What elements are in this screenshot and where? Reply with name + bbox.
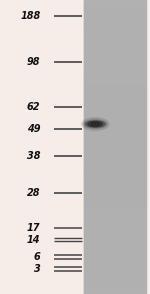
Bar bbox=[84, 270, 146, 274]
Bar bbox=[84, 289, 146, 294]
Bar bbox=[84, 29, 146, 34]
Ellipse shape bbox=[85, 121, 105, 127]
Bar bbox=[84, 98, 146, 103]
Text: 17: 17 bbox=[27, 223, 40, 233]
Bar bbox=[84, 181, 146, 186]
Bar bbox=[84, 93, 146, 98]
Bar bbox=[84, 171, 146, 176]
Bar bbox=[84, 132, 146, 137]
Bar bbox=[84, 69, 146, 74]
Bar bbox=[84, 186, 146, 191]
Bar bbox=[84, 15, 146, 20]
Bar bbox=[84, 245, 146, 250]
Bar bbox=[84, 152, 146, 157]
Bar bbox=[84, 265, 146, 270]
Bar bbox=[84, 118, 146, 123]
Bar bbox=[84, 250, 146, 255]
Bar bbox=[84, 123, 146, 127]
Bar bbox=[84, 59, 146, 64]
Ellipse shape bbox=[84, 120, 107, 128]
Ellipse shape bbox=[82, 118, 109, 131]
Bar bbox=[84, 113, 146, 118]
Bar bbox=[84, 225, 146, 230]
Text: 3: 3 bbox=[34, 264, 40, 274]
Bar bbox=[84, 274, 146, 279]
Bar bbox=[84, 279, 146, 284]
Bar bbox=[84, 88, 146, 93]
Bar bbox=[84, 191, 146, 196]
Bar bbox=[84, 83, 146, 88]
Bar bbox=[84, 255, 146, 260]
Bar bbox=[84, 5, 146, 10]
Bar bbox=[84, 211, 146, 216]
Bar bbox=[84, 240, 146, 245]
Bar bbox=[84, 206, 146, 211]
Text: 49: 49 bbox=[27, 124, 40, 134]
Bar bbox=[84, 157, 146, 162]
Bar bbox=[84, 78, 146, 83]
Bar bbox=[84, 103, 146, 108]
Bar bbox=[84, 220, 146, 225]
Bar bbox=[84, 34, 146, 39]
Bar bbox=[84, 147, 146, 152]
Text: 6: 6 bbox=[34, 252, 40, 262]
Bar bbox=[84, 167, 146, 171]
Bar bbox=[84, 216, 146, 220]
Text: 28: 28 bbox=[27, 188, 40, 198]
Bar bbox=[84, 260, 146, 265]
Bar bbox=[146, 0, 150, 294]
Bar bbox=[84, 108, 146, 113]
Bar bbox=[84, 24, 146, 29]
Text: 38: 38 bbox=[27, 151, 40, 161]
Bar bbox=[84, 74, 146, 78]
Bar bbox=[84, 142, 146, 147]
Bar bbox=[84, 137, 146, 142]
Bar bbox=[84, 176, 146, 181]
Bar bbox=[84, 196, 146, 201]
Bar bbox=[84, 201, 146, 206]
Bar bbox=[0, 0, 84, 294]
Bar bbox=[84, 284, 146, 289]
Text: 188: 188 bbox=[20, 11, 40, 21]
Bar bbox=[84, 10, 146, 15]
Bar bbox=[84, 230, 146, 235]
Text: 62: 62 bbox=[27, 102, 40, 112]
Bar bbox=[84, 127, 146, 132]
Bar bbox=[84, 235, 146, 240]
Bar bbox=[84, 54, 146, 59]
Ellipse shape bbox=[88, 121, 103, 127]
Text: 14: 14 bbox=[27, 235, 40, 245]
Ellipse shape bbox=[91, 122, 100, 126]
Bar bbox=[84, 44, 146, 49]
Bar bbox=[84, 162, 146, 167]
Bar bbox=[84, 20, 146, 24]
Bar bbox=[84, 39, 146, 44]
Bar bbox=[84, 49, 146, 54]
Bar bbox=[84, 0, 146, 5]
Bar bbox=[84, 0, 146, 294]
Bar bbox=[84, 64, 146, 69]
Text: 98: 98 bbox=[27, 57, 40, 67]
